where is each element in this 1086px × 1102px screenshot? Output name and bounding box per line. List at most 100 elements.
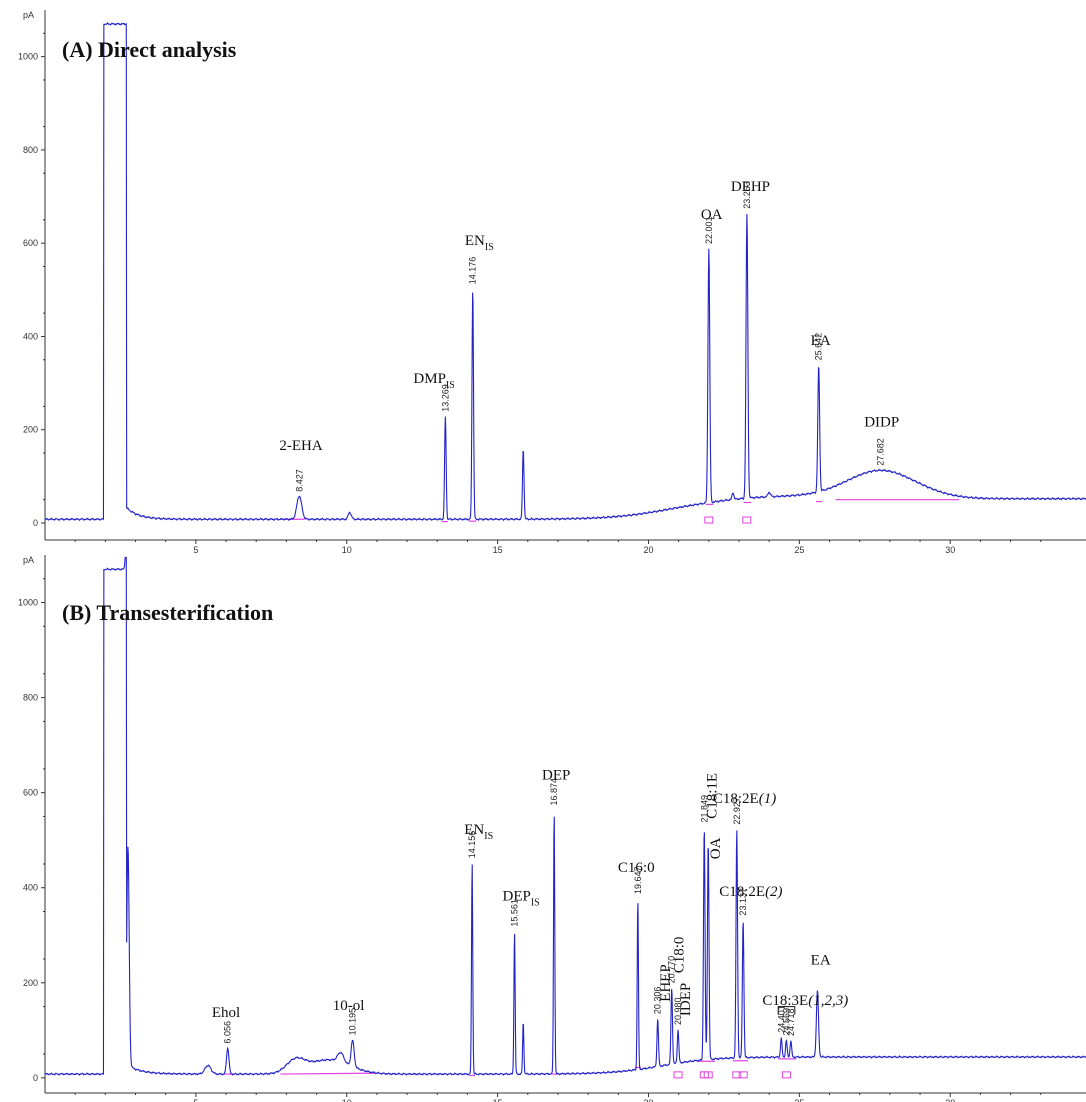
y-tick-label: 1000 bbox=[18, 598, 38, 608]
peak-label-name: C18:2E bbox=[719, 884, 765, 900]
retention-time-label: 23.137 bbox=[738, 888, 748, 916]
x-tick-label: 20 bbox=[643, 1098, 653, 1102]
peak-label-subscript: IS bbox=[484, 831, 493, 842]
peak-label-name: C18:3E bbox=[762, 993, 808, 1009]
peak-label: DEP bbox=[542, 767, 570, 783]
peak-marker-box bbox=[673, 1071, 683, 1079]
peak-label-isomer: (1) bbox=[759, 791, 777, 807]
y-axis-label: pA bbox=[23, 555, 34, 565]
retention-time-label: 10.195 bbox=[348, 1008, 358, 1036]
peak-label-name: IDEP bbox=[678, 983, 694, 1016]
x-tick-label: 15 bbox=[493, 545, 503, 555]
retention-time-label: 14.156 bbox=[467, 831, 477, 859]
y-tick-label: 400 bbox=[23, 331, 38, 341]
integration-baseline bbox=[280, 1072, 377, 1075]
retention-time-label: 23.263 bbox=[742, 181, 752, 209]
retention-time-label: 27.682 bbox=[875, 438, 885, 466]
peak-label-name: C16:0 bbox=[618, 860, 655, 876]
retention-time-label: 24.718 bbox=[786, 1008, 796, 1036]
peak-label: 10-ol bbox=[333, 998, 365, 1014]
peak-label: EA bbox=[811, 953, 831, 969]
peak-label: C18:0 bbox=[672, 937, 688, 974]
peak-label-subscript: IS bbox=[531, 898, 540, 909]
peak-label-name: EHEP bbox=[658, 964, 674, 1002]
y-tick-label: 200 bbox=[23, 978, 38, 988]
chromatogram-trace bbox=[44, 21, 1086, 522]
peak-label: EA bbox=[811, 333, 831, 349]
peak-label: C18:2E(2) bbox=[719, 884, 782, 900]
peak-label-name: EN bbox=[464, 822, 484, 838]
y-tick-label: 800 bbox=[23, 145, 38, 155]
y-tick-label: 200 bbox=[23, 425, 38, 435]
x-tick-label: 30 bbox=[945, 545, 955, 555]
retention-time-label: 6.056 bbox=[223, 1021, 233, 1044]
y-tick-label: 0 bbox=[33, 1073, 38, 1083]
peak-label: OA bbox=[701, 207, 723, 223]
peak-label: OA bbox=[708, 837, 724, 859]
y-tick-label: 600 bbox=[23, 238, 38, 248]
y-tick-label: 600 bbox=[23, 788, 38, 798]
peak-label-name: C18:0 bbox=[672, 937, 688, 974]
x-tick-label: 30 bbox=[945, 1098, 955, 1102]
peak-marker-box bbox=[703, 1071, 713, 1079]
y-tick-label: 0 bbox=[33, 518, 38, 528]
x-tick-label: 25 bbox=[794, 1098, 804, 1102]
peak-label: EHEP bbox=[658, 964, 674, 1002]
peak-label-subscript: IS bbox=[485, 242, 494, 253]
chromatogram-trace bbox=[44, 556, 1086, 1077]
retention-time-label: 20.980 bbox=[673, 997, 683, 1025]
peak-marker-box bbox=[732, 1071, 742, 1079]
peak-marker-box bbox=[781, 1071, 791, 1079]
retention-time-label: 13.269 bbox=[440, 384, 450, 412]
peak-label-isomer: (2) bbox=[765, 884, 783, 900]
peak-label-name: DMP bbox=[413, 371, 446, 387]
retention-time-label: 24.569 bbox=[781, 1008, 791, 1036]
x-tick-label: 25 bbox=[794, 545, 804, 555]
panel-a-direct-analysis: 0 200 400 600 800 1000 pA 5 10 15 20 25 30 8.427 13.26… bbox=[18, 10, 1086, 555]
x-tick-label: 15 bbox=[493, 1098, 503, 1102]
panel-b-transesterification: 0 200 400 600 800 1000 pA 5 10 15 20 25 30 6.056 10.19… bbox=[18, 555, 1086, 1102]
peak-label-name: Ehol bbox=[212, 1005, 240, 1021]
x-tick-label: 5 bbox=[193, 1098, 198, 1102]
peak-marker-box bbox=[738, 1071, 748, 1079]
retention-time-label: 15.561 bbox=[510, 899, 520, 927]
peak-label-name: C18:1E bbox=[704, 773, 720, 819]
x-tick-label: 10 bbox=[342, 545, 352, 555]
peak-label: Ehol bbox=[212, 1005, 240, 1021]
peak-label-name: OA bbox=[701, 207, 723, 223]
peak-label-name: OA bbox=[708, 837, 724, 859]
x-tick-label: 10 bbox=[342, 1098, 352, 1102]
peak-label-name: DEP bbox=[503, 889, 531, 905]
peak-label: DEHP bbox=[731, 179, 770, 195]
peak-label: ENIS bbox=[464, 822, 493, 842]
retention-time-label: 20.306 bbox=[653, 987, 663, 1015]
y-tick-label: 1000 bbox=[18, 52, 38, 62]
y-axis-label: pA bbox=[23, 10, 34, 20]
peak-label-name: DEHP bbox=[731, 179, 770, 195]
peak-label-name: 2-EHA bbox=[279, 438, 322, 454]
peak-label: ENIS bbox=[465, 233, 494, 253]
retention-time-label: 25.642 bbox=[814, 333, 824, 361]
peak-label-isomer: (1,2,3) bbox=[808, 993, 848, 1009]
peak-label: C18:1E bbox=[704, 773, 720, 819]
y-tick-label: 800 bbox=[23, 693, 38, 703]
peak-label: 2-EHA bbox=[279, 438, 322, 454]
panel-title: (A) Direct analysis bbox=[62, 37, 237, 62]
group-bracket bbox=[777, 1006, 796, 1015]
peak-label-name: 10-ol bbox=[333, 998, 365, 1014]
retention-time-label: 19.647 bbox=[633, 866, 643, 894]
peak-label-subscript: IS bbox=[446, 380, 455, 391]
retention-time-label: 22.001 bbox=[704, 216, 714, 244]
peak-label-name: EN bbox=[465, 233, 485, 249]
peak-label: DEPIS bbox=[503, 889, 540, 909]
peak-label: DIDP bbox=[864, 415, 899, 431]
peak-label: IDEP bbox=[678, 983, 694, 1016]
peak-label-name: DIDP bbox=[864, 415, 899, 431]
peak-label: DMPIS bbox=[413, 371, 454, 391]
y-tick-label: 400 bbox=[23, 883, 38, 893]
peak-label-name: DEP bbox=[542, 767, 570, 783]
peak-label-name: EA bbox=[811, 333, 831, 349]
panel-title: (B) Transesterification bbox=[62, 600, 273, 625]
x-tick-label: 5 bbox=[193, 545, 198, 555]
